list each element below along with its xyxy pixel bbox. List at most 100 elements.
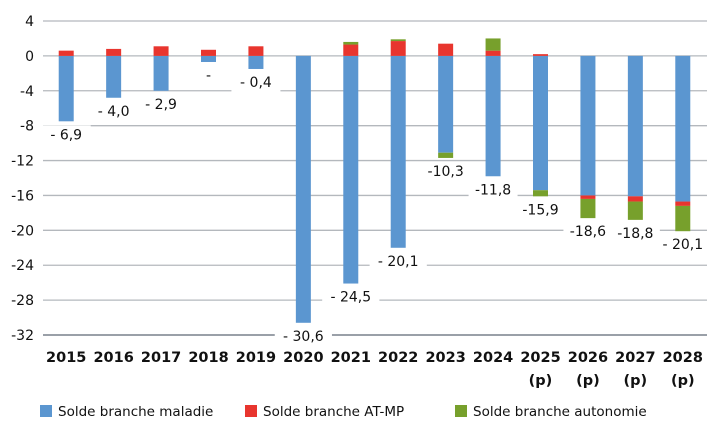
total-label-background [231, 72, 281, 92]
y-tick-label: -16 [11, 188, 34, 204]
bar-solde-branche-maladie [248, 55, 264, 69]
total-label: - [206, 68, 211, 84]
bar-solde-branche-autonomie [438, 152, 454, 158]
bar-solde-branche-at-mp [153, 46, 169, 56]
y-tick-label: -24 [11, 258, 34, 274]
bar-solde-branche-at-mp [580, 195, 596, 199]
total-label-background [322, 287, 380, 307]
bar-solde-branche-at-mp [627, 196, 643, 202]
bar-solde-branche-at-mp [533, 54, 548, 56]
total-label: -18,6 [570, 224, 606, 240]
bar-solde-branche-at-mp [248, 46, 264, 56]
total-label: -15,9 [522, 202, 558, 218]
bar-solde-branche-at-mp [390, 41, 406, 56]
bar-solde-branche-at-mp [343, 44, 359, 56]
total-label-background [654, 235, 712, 255]
bar-solde-branche-at-mp [675, 201, 691, 206]
x-tick-label: 2024 [473, 350, 513, 366]
y-tick-label: -8 [20, 119, 34, 135]
bar-solde-branche-autonomie [627, 201, 643, 220]
x-tick-label: 2019 [236, 350, 276, 366]
y-tick-label: 0 [25, 49, 34, 65]
total-label-background [421, 161, 471, 181]
x-tick-label: 2022 [378, 350, 418, 366]
total-label: - 6,9 [50, 127, 82, 143]
bar-solde-branche-maladie [295, 55, 311, 323]
bar-solde-branche-autonomie [675, 205, 691, 232]
total-label-background [468, 180, 518, 200]
total-label-background [136, 94, 186, 114]
bar-solde-branche-at-mp [106, 48, 122, 56]
total-label: -11,8 [475, 182, 511, 198]
bar-solde-branche-maladie [201, 55, 216, 62]
x-tick-label: 2016 [93, 350, 133, 366]
x-tick-label: 2015 [46, 350, 86, 366]
legend-swatch [245, 405, 257, 417]
bar-solde-branche-maladie [153, 55, 169, 91]
legend-swatch [455, 405, 467, 417]
bar-solde-branche-maladie [533, 55, 548, 191]
x-tick-label: 2023 [425, 350, 465, 366]
total-label-background [274, 326, 332, 346]
bar-solde-branche-maladie [106, 55, 122, 98]
x-tick-label: 2025 [520, 350, 560, 366]
total-label: -18,8 [617, 226, 653, 242]
x-tick-label: 2020 [283, 350, 323, 366]
y-tick-label: -4 [20, 84, 34, 100]
total-label-background [516, 200, 565, 220]
bar-solde-branche-at-mp [58, 50, 74, 56]
bar-solde-branche-maladie [580, 55, 596, 196]
y-tick-label: -28 [11, 293, 34, 309]
x-axis-ticks: 2015 2016 2017 2018 2019 2020 2021 2022 2023 2024… [46, 350, 703, 389]
bar-solde-branche-at-mp [438, 43, 454, 56]
bar-solde-branche-maladie [58, 55, 74, 122]
bar-solde-branche-autonomie [390, 39, 406, 42]
total-label-background [89, 101, 139, 121]
x-tick-label: (p) [576, 373, 600, 389]
total-label-background [41, 125, 91, 145]
y-tick-label: -20 [11, 223, 34, 239]
total-label: - 30,6 [283, 329, 324, 345]
bars [58, 38, 691, 323]
total-label-background [563, 222, 613, 242]
total-label: - 0,4 [240, 75, 272, 91]
bar-solde-branche-maladie [485, 55, 501, 177]
bar-solde-branche-autonomie [580, 198, 596, 219]
legend-label: Solde branche AT-MP [263, 404, 404, 420]
total-label-background [610, 223, 660, 243]
x-tick-label: (p) [671, 373, 695, 389]
bar-solde-branche-maladie [343, 55, 359, 284]
bar-solde-branche-autonomie [343, 41, 359, 45]
x-tick-label: 2027 [615, 350, 655, 366]
total-label: - 4,0 [98, 104, 130, 120]
bar-solde-branche-maladie [438, 55, 454, 153]
total-label: - 20,1 [378, 254, 419, 270]
total-label: -10,3 [428, 164, 464, 180]
y-tick-label: 4 [25, 14, 34, 30]
y-tick-label: -32 [11, 328, 34, 344]
bar-solde-branche-maladie [390, 55, 406, 248]
bar-solde-branche-maladie [675, 55, 691, 202]
x-tick-label: 2028 [663, 350, 703, 366]
legend-label: Solde branche autonomie [473, 404, 647, 420]
bar-solde-branche-at-mp [201, 49, 216, 56]
y-axis-ticks: 4 0 -4 -8 -12 -16 -20 -24 -28 -32 [11, 14, 34, 344]
y-tick-label: -12 [11, 154, 34, 170]
x-tick-label: 2018 [188, 350, 228, 366]
bar-solde-branche-autonomie [533, 190, 548, 197]
x-tick-label: 2026 [568, 350, 608, 366]
x-tick-label: 2021 [331, 350, 371, 366]
bar-solde-branche-at-mp [485, 50, 501, 56]
legend-label: Solde branche maladie [58, 404, 213, 420]
total-label: - 2,9 [145, 97, 177, 113]
total-labels: - 6,9- 4,0- 2,9- - 0,4- 30,6- 24,5- 20,1-… [41, 65, 712, 346]
total-label: - 24,5 [330, 290, 371, 306]
x-tick-label: (p) [529, 373, 553, 389]
bar-solde-branche-autonomie [485, 38, 501, 51]
total-label: - 20,1 [662, 237, 703, 253]
total-label-background [200, 65, 217, 85]
x-tick-label: (p) [624, 373, 648, 389]
legend-swatch [40, 405, 52, 417]
x-tick-label: 2017 [141, 350, 181, 366]
